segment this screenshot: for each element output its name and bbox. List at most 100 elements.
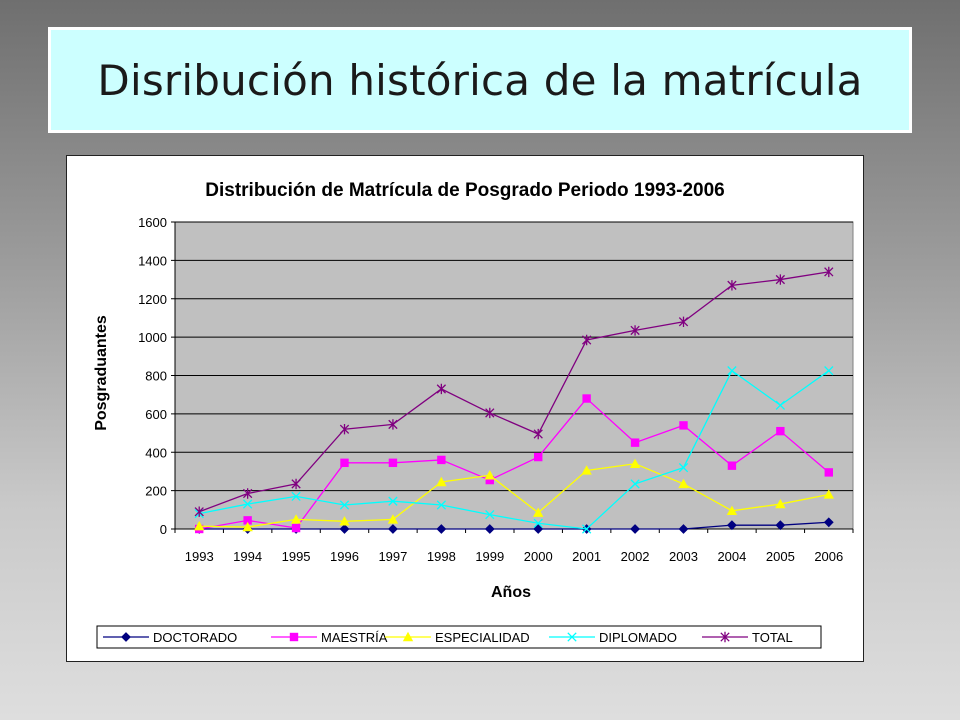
- data-point: [533, 524, 544, 534]
- data-point: [436, 476, 447, 487]
- data-point: [678, 524, 689, 534]
- data-point: [824, 266, 834, 278]
- data-point: [436, 383, 447, 395]
- data-point: [727, 280, 737, 291]
- y-tick-label: 600: [145, 407, 167, 422]
- y-tick-label: 1400: [138, 253, 167, 268]
- data-point: [291, 523, 301, 533]
- series-line: [198, 271, 829, 513]
- data-point: [388, 419, 398, 430]
- series-line: [199, 397, 830, 530]
- chart-container: Distribución de Matrícula de Posgrado Pe…: [66, 155, 864, 662]
- series-especialidad: [194, 458, 834, 532]
- x-tick-label: 1994: [233, 549, 262, 564]
- x-tick-label: 1998: [427, 549, 456, 564]
- y-tick-label: 1200: [138, 292, 167, 307]
- data-point: [726, 505, 738, 515]
- data-point: [485, 475, 494, 485]
- x-tick-label: 2002: [621, 549, 650, 564]
- legend-entry: DIPLOMADO: [549, 630, 677, 645]
- data-point: [727, 520, 737, 531]
- x-tick-label: 2006: [814, 549, 843, 564]
- x-tick-label: 1995: [282, 549, 311, 564]
- series-line: [199, 521, 829, 530]
- data-point: [290, 514, 302, 524]
- data-point: [340, 458, 349, 468]
- data-point: [581, 524, 592, 534]
- data-point: [581, 334, 592, 346]
- data-point: [533, 428, 543, 440]
- data-point: [678, 462, 689, 473]
- data-point: [533, 518, 543, 528]
- series-total: [194, 266, 834, 517]
- chart-title: Distribución de Matrícula de Posgrado Pe…: [205, 180, 725, 201]
- y-tick-label: 0: [160, 522, 167, 537]
- data-point: [824, 468, 833, 477]
- data-point: [678, 478, 689, 489]
- y-tick-label: 200: [145, 484, 167, 499]
- legend-label: MAESTRÍA: [321, 630, 388, 645]
- legend-marker: [121, 632, 131, 642]
- data-point: [339, 424, 350, 435]
- data-point: [630, 438, 640, 447]
- legend: DOCTORADO MAESTRÍA ESPECIALIDAD DIPLOMADO TO…: [96, 625, 822, 649]
- legend-label: DIPLOMADO: [599, 630, 677, 645]
- legend-label: DOCTORADO: [153, 630, 237, 645]
- data-point: [678, 316, 689, 327]
- data-point: [630, 325, 640, 336]
- y-axis-label: Posgraduantes: [93, 315, 110, 431]
- data-point: [388, 458, 398, 468]
- legend-entry: MAESTRÍA: [271, 630, 388, 645]
- data-point: [339, 500, 350, 510]
- data-point: [534, 452, 543, 462]
- data-point: [436, 524, 447, 534]
- legend-marker: [402, 631, 414, 642]
- data-point: [582, 394, 591, 403]
- data-point: [388, 524, 398, 534]
- data-point: [484, 524, 495, 534]
- legend-marker: [567, 632, 577, 642]
- series-line: [199, 463, 829, 528]
- data-point: [727, 461, 737, 470]
- data-point: [484, 470, 495, 480]
- y-tick-label: 1600: [138, 215, 167, 230]
- data-point: [727, 366, 737, 376]
- data-point: [194, 520, 205, 531]
- x-tick-label: 2003: [669, 549, 698, 564]
- x-axis-ticks: 1993 1994 1995 1996 1997 1998 1999 2000 2001 2002…: [174, 529, 854, 564]
- y-tick-label: 800: [145, 369, 167, 384]
- y-tick-label: 400: [145, 445, 167, 460]
- data-point: [485, 407, 495, 419]
- data-point: [630, 479, 640, 489]
- legend-entry: DOCTORADO: [103, 630, 237, 645]
- legend-marker: [720, 631, 730, 643]
- data-point: [679, 421, 688, 430]
- data-point: [823, 517, 834, 528]
- data-point: [437, 455, 446, 465]
- legend-entry: TOTAL: [702, 630, 793, 645]
- data-point: [436, 500, 447, 510]
- legend-box: [96, 625, 822, 649]
- data-point: [242, 499, 253, 509]
- x-tick-label: 1999: [475, 549, 504, 564]
- data-point: [339, 516, 350, 526]
- x-tick-label: 2000: [524, 549, 553, 564]
- data-point: [194, 506, 204, 517]
- legend-entry: ESPECIALIDAD: [385, 630, 530, 645]
- legend-label: ESPECIALIDAD: [435, 630, 530, 645]
- data-point: [775, 498, 786, 509]
- legend-label: TOTAL: [752, 630, 793, 645]
- x-tick-label: 1993: [185, 549, 214, 564]
- x-axis-label: Años: [491, 584, 531, 601]
- data-point: [630, 524, 640, 534]
- data-point: [824, 366, 834, 376]
- x-tick-label: 2001: [572, 549, 601, 564]
- data-point: [581, 465, 592, 475]
- x-tick-label: 1997: [378, 549, 407, 564]
- data-point: [339, 524, 350, 534]
- data-point: [388, 496, 398, 506]
- x-tick-label: 2005: [766, 549, 795, 564]
- data-point: [243, 516, 252, 525]
- x-tick-label: 2004: [717, 549, 746, 564]
- data-point: [242, 488, 253, 499]
